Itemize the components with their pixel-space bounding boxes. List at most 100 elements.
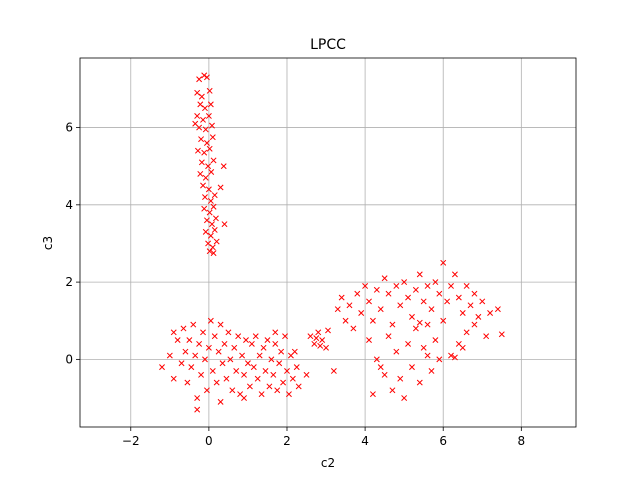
data-point: [197, 170, 204, 177]
data-point: [252, 333, 259, 340]
data-point: [186, 337, 193, 344]
data-point: [178, 360, 185, 367]
data-point: [223, 375, 230, 382]
data-point: [424, 321, 431, 328]
data-point: [420, 298, 427, 305]
data-point: [420, 344, 427, 351]
y-tick-label: 4: [65, 198, 73, 212]
data-point: [210, 250, 217, 257]
data-point: [471, 290, 478, 297]
data-point: [448, 283, 454, 289]
data-point: [268, 356, 275, 363]
data-point: [440, 259, 447, 266]
data-point: [366, 298, 372, 305]
data-point: [272, 329, 279, 336]
data-point: [202, 228, 209, 235]
data-point: [203, 217, 210, 224]
data-point: [338, 294, 345, 301]
data-point: [471, 321, 478, 328]
data-point: [250, 364, 257, 371]
data-point: [264, 337, 271, 344]
data-point: [334, 306, 341, 313]
data-point: [241, 395, 247, 401]
data-point: [198, 93, 205, 100]
data-point: [217, 184, 224, 191]
data-point: [210, 203, 217, 210]
data-point: [284, 368, 290, 374]
data-point: [205, 113, 212, 119]
data-point: [170, 375, 177, 382]
data-point: [213, 379, 220, 386]
data-point: [194, 89, 201, 96]
data-point: [424, 283, 431, 289]
data-point: [459, 344, 466, 351]
data-point: [207, 317, 214, 324]
data-point: [188, 364, 195, 371]
data-point: [412, 325, 419, 332]
data-point: [243, 337, 249, 344]
data-point: [198, 159, 205, 166]
data-point: [210, 157, 217, 164]
x-tick-label: −2: [122, 434, 140, 448]
data-point: [282, 333, 288, 340]
data-point: [346, 302, 353, 309]
data-point: [209, 134, 216, 141]
data-point: [205, 240, 212, 247]
data-point: [285, 391, 292, 398]
y-tick-label: 6: [65, 121, 73, 135]
data-point: [397, 302, 404, 309]
data-point: [200, 182, 206, 189]
data-point: [229, 387, 236, 394]
data-point: [463, 283, 470, 289]
data-point: [362, 283, 369, 289]
data-point: [180, 325, 187, 332]
data-point: [307, 333, 314, 340]
data-point: [280, 379, 287, 386]
data-point: [317, 342, 324, 349]
data-point: [202, 356, 208, 363]
data-point: [202, 105, 208, 112]
data-point: [174, 337, 181, 344]
data-point: [213, 238, 220, 245]
data-point: [201, 149, 208, 156]
data-point: [405, 340, 412, 347]
data-point: [366, 337, 372, 344]
data-point: [256, 352, 263, 359]
data-point: [313, 335, 320, 342]
data-point: [221, 340, 228, 347]
data-point: [207, 198, 214, 204]
plot-frame: [79, 57, 577, 428]
data-point: [389, 387, 396, 394]
data-point: [381, 275, 388, 282]
data-point: [262, 368, 269, 374]
data-point: [358, 310, 365, 316]
data-point: [170, 329, 177, 336]
data-point: [206, 87, 213, 94]
data-point: [201, 72, 208, 79]
x-tick-label: 6: [439, 434, 447, 448]
data-point: [211, 192, 218, 199]
data-point: [207, 232, 214, 239]
x-tick-label: 0: [205, 434, 213, 448]
data-point: [381, 371, 388, 378]
data-point: [194, 406, 201, 413]
data-point: [220, 163, 227, 170]
data-point: [494, 306, 501, 313]
data-point: [311, 340, 318, 347]
data-point: [239, 352, 246, 359]
data-point: [385, 333, 392, 340]
data-point: [303, 371, 310, 378]
data-point: [276, 360, 283, 367]
data-point: [315, 329, 322, 336]
data-point: [350, 325, 357, 332]
data-point: [385, 290, 392, 297]
data-point: [205, 344, 212, 351]
data-point: [432, 337, 439, 344]
data-point: [455, 294, 462, 301]
data-point: [412, 286, 419, 293]
data-point: [209, 368, 216, 374]
data-point: [291, 348, 298, 355]
data-point: [166, 352, 173, 359]
data-point: [219, 360, 226, 367]
data-point: [295, 383, 302, 390]
